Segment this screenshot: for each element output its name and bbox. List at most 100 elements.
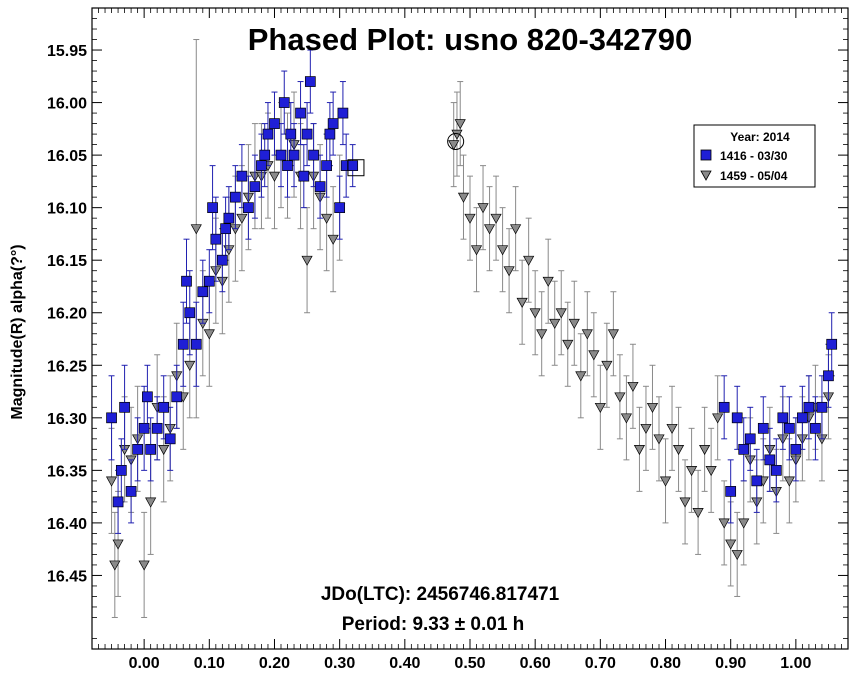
series2-point <box>568 318 580 329</box>
series1-point <box>256 160 267 171</box>
series2-point <box>607 329 619 340</box>
series2-point <box>448 140 460 151</box>
series2-point <box>679 497 691 508</box>
x-tick-label: 0.40 <box>389 655 420 672</box>
series2-point <box>692 508 704 519</box>
series1-point <box>223 212 235 224</box>
series1-point <box>164 433 176 445</box>
series2-point <box>542 276 554 287</box>
series1-point <box>324 128 336 140</box>
series2-point <box>301 255 313 266</box>
series1-point <box>106 412 117 424</box>
series2-point <box>712 413 724 424</box>
series2-point <box>190 224 202 235</box>
series1-point <box>262 128 274 140</box>
series1-point <box>308 149 319 161</box>
y-tick-label: 16.20 <box>47 306 87 323</box>
series1-point <box>334 202 346 214</box>
series1-point <box>171 391 183 403</box>
series2-point <box>236 213 248 224</box>
series2-point <box>536 329 548 340</box>
series1-point <box>259 149 271 161</box>
legend-marker-series1 <box>700 149 712 161</box>
series2-point <box>705 466 717 477</box>
series2-point <box>666 423 678 435</box>
y-axis-label: Magnitude(R) alpha(?°) <box>9 244 26 419</box>
series2-point <box>718 518 730 529</box>
series1-point <box>230 191 241 203</box>
series2-point <box>158 444 170 456</box>
chart-title: Phased Plot: usno 820-342790 <box>248 22 693 57</box>
series1-point <box>823 370 834 382</box>
series1-point <box>764 454 776 466</box>
y-tick-label: 16.45 <box>47 568 87 585</box>
series1-point <box>282 160 293 171</box>
series1-point <box>304 76 316 87</box>
legend: Year: 2014 1416 - 03/30 1459 - 05/04 <box>693 124 816 188</box>
series1-point <box>243 202 254 214</box>
x-tick-label: 0.90 <box>715 655 746 672</box>
plot-frame <box>91 7 849 650</box>
series2-point <box>614 392 626 403</box>
y-tick-label: 16.00 <box>47 96 87 113</box>
series2-point <box>594 402 606 414</box>
x-tick-label: 1.00 <box>780 655 811 672</box>
series2-point <box>581 329 593 340</box>
tick-labels: 0.00 0.10 0.20 0.30 0.40 0.50 0.60 0.70 0.80 0.90… <box>47 43 812 672</box>
series2-point <box>145 497 157 508</box>
series2-point <box>653 434 665 445</box>
legend-entry-series2: 1459 - 05/04 <box>720 169 788 183</box>
series2-point <box>454 119 466 130</box>
series2-point <box>523 255 535 266</box>
series1-point <box>298 170 310 182</box>
series1-point <box>327 118 339 129</box>
series2-point <box>659 476 672 487</box>
series2-point <box>529 308 541 319</box>
y-tick-label: 16.15 <box>47 253 87 270</box>
series1-point <box>138 422 150 434</box>
series1-point <box>810 422 821 434</box>
series1-point <box>314 181 326 192</box>
series2-point <box>516 297 528 308</box>
series2-point <box>555 308 567 319</box>
series2-point <box>321 213 333 224</box>
x-tick-label: 0.20 <box>259 655 290 672</box>
series1-point <box>738 443 750 455</box>
series1-point <box>216 254 228 266</box>
series1-point <box>190 338 202 350</box>
series1-point <box>770 465 782 476</box>
series1-point <box>301 128 313 140</box>
series1-point <box>783 422 795 434</box>
series1-point <box>119 401 130 413</box>
series1-point <box>220 223 231 235</box>
series1-point <box>288 149 300 161</box>
series1-point <box>816 401 828 413</box>
x-tick-label: 0.00 <box>129 655 160 672</box>
y-tick-label: 15.95 <box>47 43 87 60</box>
series2-point <box>601 360 613 371</box>
series1-point <box>757 422 769 434</box>
legend-marker-series2 <box>700 170 712 181</box>
series2-point <box>562 339 574 350</box>
series2-point <box>268 171 281 182</box>
series1-point <box>731 412 743 424</box>
series2-point <box>112 539 124 550</box>
series2-point <box>184 360 196 371</box>
series2-point <box>699 444 711 456</box>
series1-point <box>112 496 124 508</box>
series2-point <box>620 413 633 424</box>
x-tick-label: 0.80 <box>650 655 681 672</box>
series2-point <box>646 402 659 414</box>
series2-point <box>575 371 587 382</box>
legend-title: Year: 2014 <box>730 130 790 144</box>
axis-ticks <box>92 8 848 649</box>
series1-point <box>803 401 815 413</box>
series1-point <box>337 107 349 119</box>
series1-point <box>125 486 137 497</box>
series1-point <box>207 202 218 214</box>
series1-point <box>132 443 143 455</box>
legend-box <box>693 124 816 188</box>
legend-entry-series1: 1416 - 03/30 <box>720 149 788 163</box>
series1-point <box>275 149 287 161</box>
